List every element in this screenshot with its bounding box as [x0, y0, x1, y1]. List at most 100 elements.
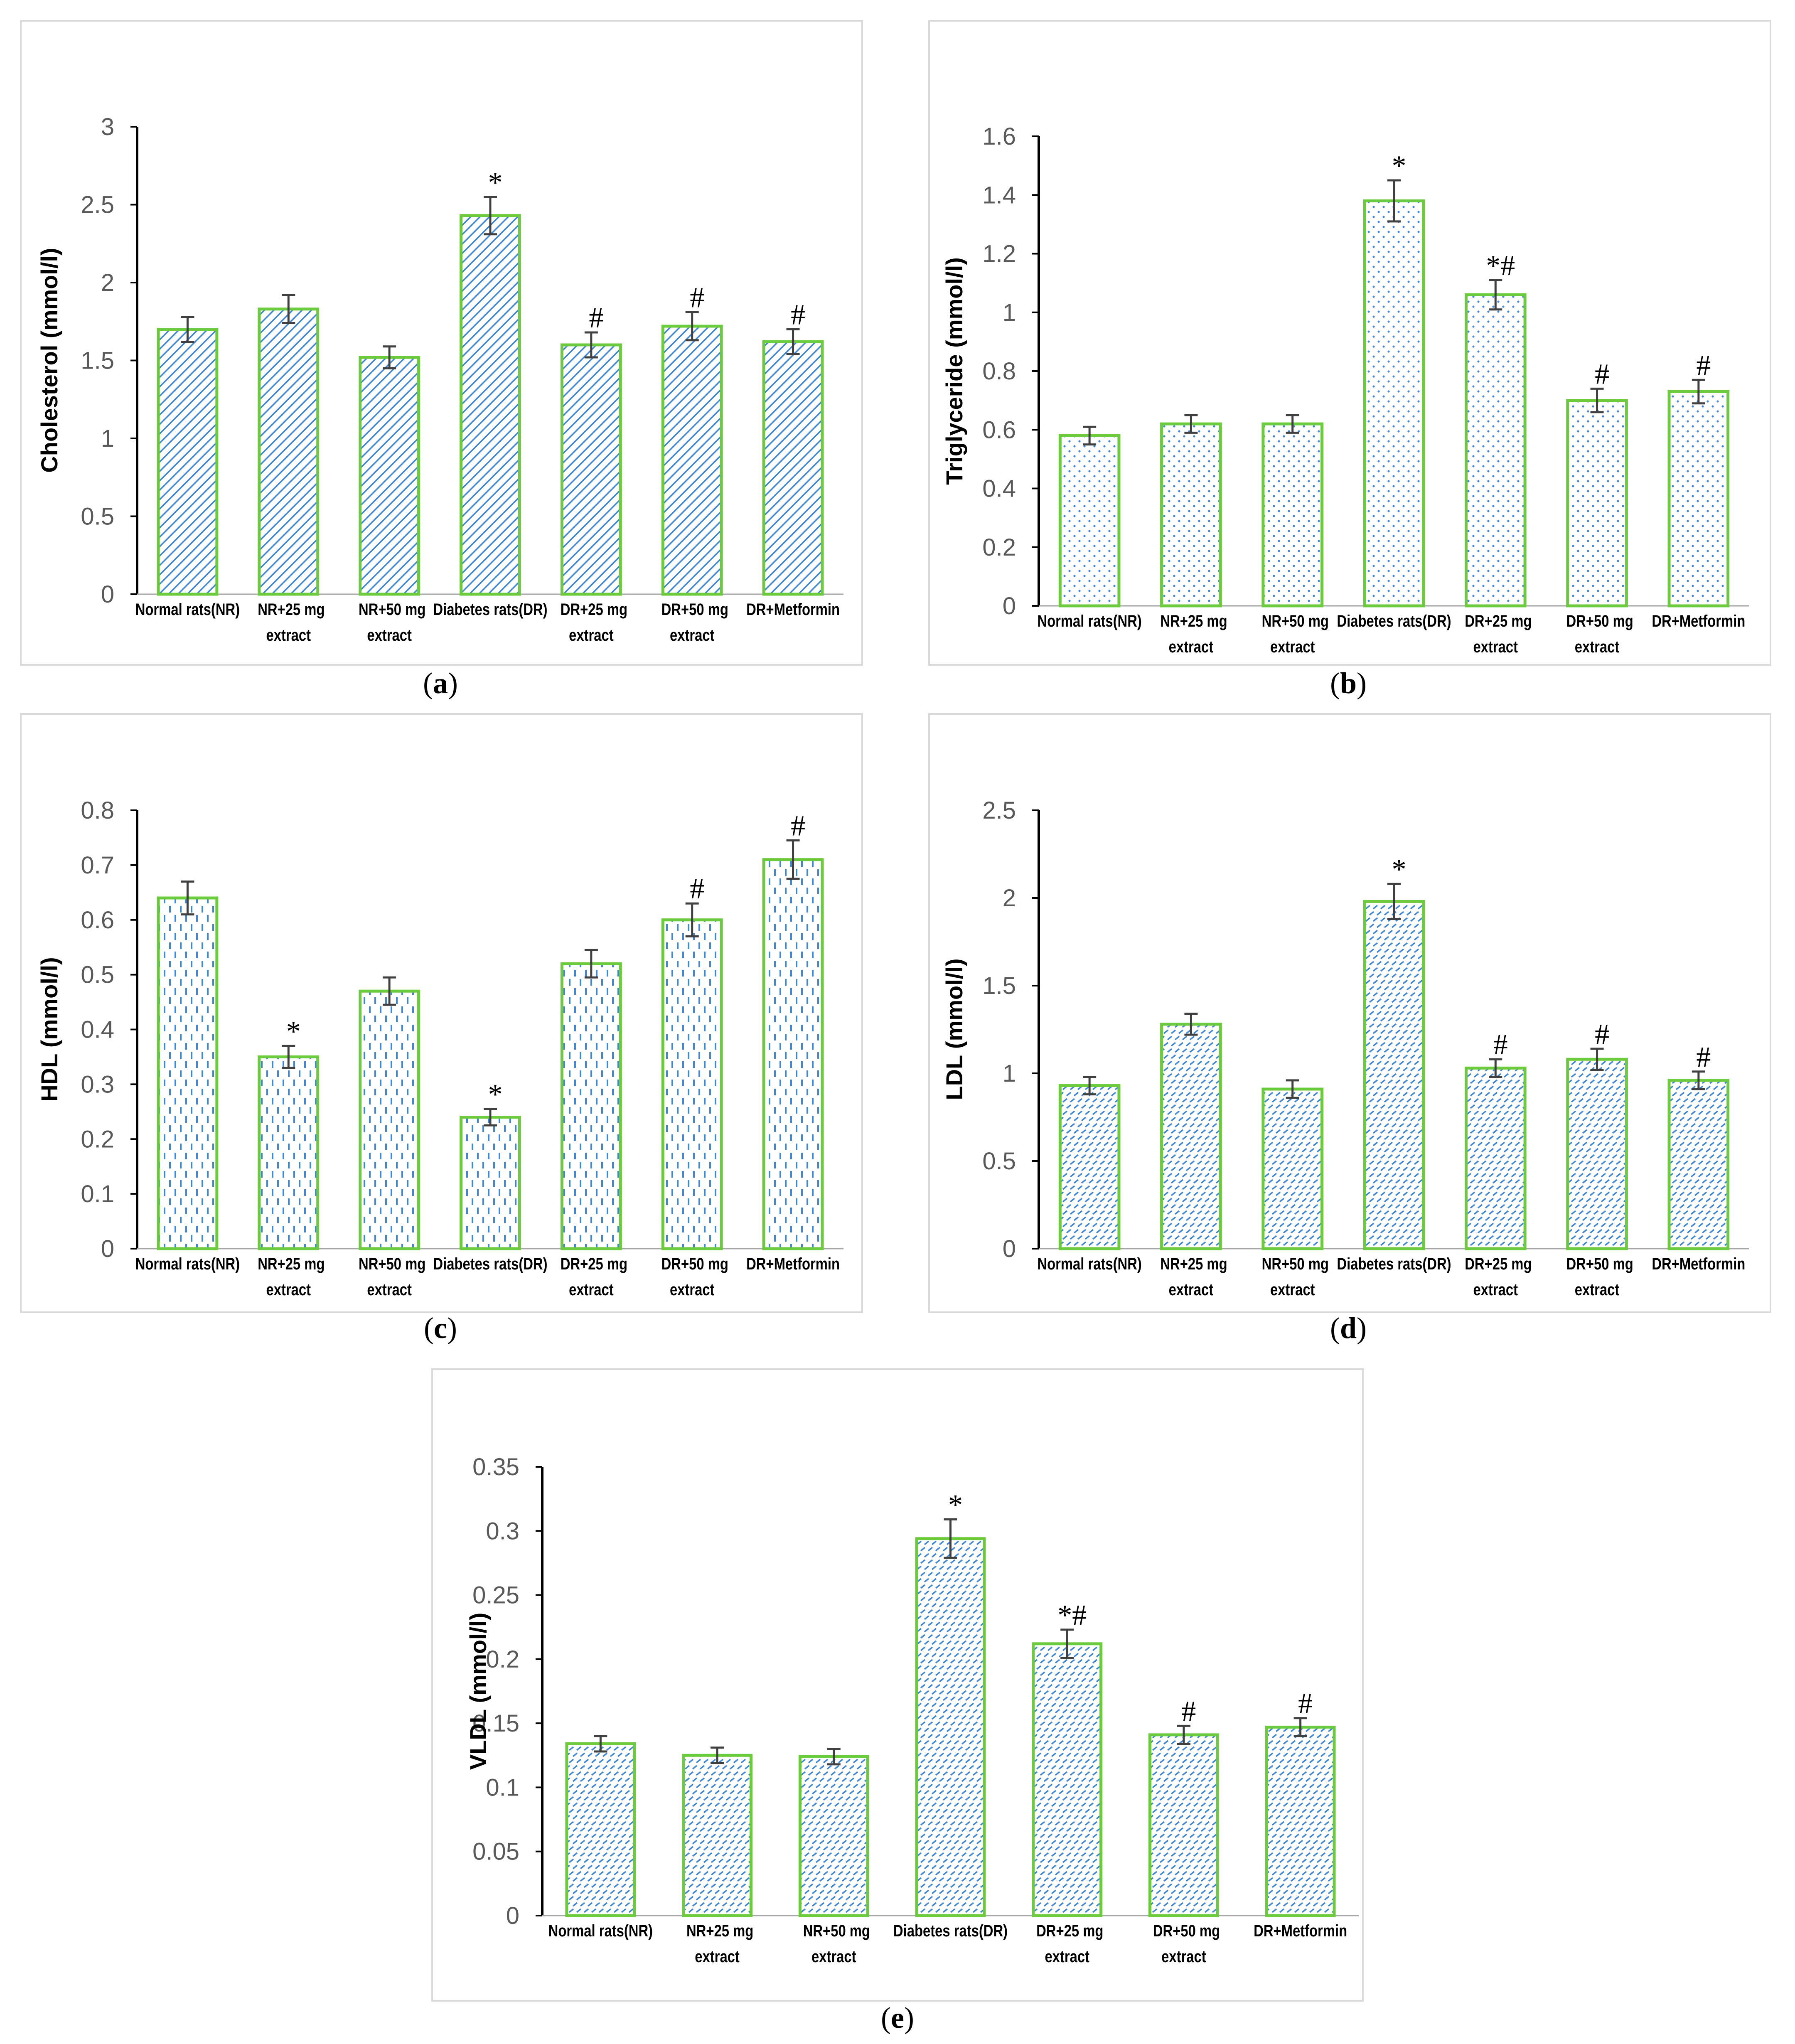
- bar: [460, 1116, 521, 1250]
- x-tick-label: DR+25 mg: [1465, 612, 1532, 630]
- significance-marker: #: [1181, 1695, 1196, 1727]
- y-tick-label: 0.2: [486, 1646, 519, 1673]
- bar: [258, 1055, 320, 1250]
- bar: [1464, 1066, 1527, 1250]
- x-tick-label: NR+25 mg: [258, 1254, 325, 1273]
- x-tick-label: NR+50 mg: [1262, 612, 1329, 630]
- x-tick-label: extract: [695, 1947, 740, 1966]
- x-tick-label: extract: [367, 626, 412, 644]
- bar: [1667, 1079, 1730, 1250]
- bar: [915, 1537, 986, 1917]
- chart-frame: [20, 713, 863, 1313]
- bar: [157, 896, 219, 1250]
- y-tick-label: 0.6: [81, 907, 114, 934]
- bar: [1464, 293, 1527, 608]
- bar: [1058, 1084, 1121, 1250]
- x-tick-label: extract: [266, 626, 311, 644]
- x-tick-label: Diabetes rats(DR): [433, 600, 547, 619]
- x-tick-label: DR+25 mg: [561, 600, 627, 619]
- x-tick-label: extract: [569, 626, 614, 644]
- x-tick-label: DR+50 mg: [661, 600, 728, 619]
- x-tick-label: DR+25 mg: [1465, 1254, 1532, 1273]
- significance-marker: *: [488, 1079, 503, 1111]
- x-tick-label: DR+50 mg: [661, 1254, 728, 1273]
- x-tick-label: extract: [670, 1280, 715, 1299]
- chart-panel: 0 0.1 0.2 0.3 0.4 0.5 0.6 0.7 0.8 HDL (mmol/l) Nor…: [20, 713, 863, 1345]
- x-tick-label: NR+25 mg: [1160, 612, 1227, 630]
- bar: [1148, 1733, 1219, 1917]
- bar: [1160, 422, 1222, 608]
- panel-label: (b): [1330, 667, 1367, 700]
- x-tick-label: extract: [569, 1280, 614, 1299]
- significance-marker: #: [1696, 1041, 1711, 1073]
- bar: [1160, 1023, 1222, 1250]
- x-tick-label: extract: [1575, 1280, 1620, 1299]
- y-tick-label: 0.5: [81, 962, 114, 989]
- bar: [560, 343, 622, 596]
- x-tick-label: extract: [811, 1947, 856, 1966]
- x-tick-label: Diabetes rats(DR): [1337, 1254, 1451, 1273]
- panel-label: (d): [1330, 1311, 1367, 1345]
- x-tick-label: DR+Metformin: [1254, 1921, 1347, 1940]
- panel-label: (e): [881, 2001, 914, 2034]
- x-tick-label: DR+50 mg: [1566, 1254, 1633, 1273]
- y-tick-label: 0: [1003, 1235, 1016, 1262]
- x-tick-label: DR+25 mg: [561, 1254, 627, 1273]
- significance-marker: #: [690, 282, 704, 314]
- y-tick-label: 0.25: [472, 1582, 519, 1609]
- x-tick-label: extract: [266, 1280, 311, 1299]
- significance-marker: *: [286, 1016, 301, 1048]
- y-tick-label: 0.7: [81, 852, 114, 879]
- y-axis-title: VLDL (mmol/l): [465, 1613, 491, 1770]
- x-tick-label: extract: [367, 1280, 412, 1299]
- significance-marker: *#: [1057, 1599, 1087, 1631]
- significance-marker: #: [589, 302, 603, 334]
- bar: [798, 1755, 869, 1917]
- y-tick-label: 1.4: [982, 182, 1016, 209]
- y-axis-title: Cholesterol (mmol/l): [36, 248, 62, 472]
- x-tick-label: Normal rats(NR): [1037, 612, 1141, 630]
- x-tick-label: NR+25 mg: [1160, 1254, 1227, 1273]
- bar: [1363, 199, 1425, 608]
- y-tick-label: 3: [101, 113, 114, 140]
- x-tick-label: DR+Metformin: [746, 1254, 840, 1273]
- bar: [258, 307, 320, 596]
- significance-marker: #: [1595, 358, 1609, 390]
- y-tick-label: 0.35: [472, 1454, 519, 1481]
- x-tick-label: DR+Metformin: [1652, 1254, 1745, 1273]
- y-tick-label: 1: [1003, 1060, 1016, 1087]
- bar: [661, 325, 723, 596]
- x-tick-label: NR+25 mg: [686, 1921, 753, 1940]
- y-tick-label: 0.4: [982, 475, 1016, 502]
- significance-marker: *: [1392, 150, 1406, 182]
- y-tick-label: 0.2: [81, 1126, 114, 1153]
- bar: [1667, 390, 1730, 608]
- y-tick-label: 0: [101, 581, 114, 608]
- x-tick-label: DR+50 mg: [1566, 612, 1633, 630]
- y-tick-label: 2.5: [81, 192, 114, 219]
- y-tick-label: 0.8: [81, 797, 114, 824]
- panel-label: (c): [424, 1311, 457, 1345]
- bar: [682, 1754, 752, 1917]
- chart-panel: 0 0.5 1 1.5 2 2.5 3 Cholesterol (mmol/l) Normal …: [20, 20, 863, 700]
- y-tick-label: 1: [101, 425, 114, 452]
- y-tick-label: 0: [1003, 593, 1016, 620]
- y-tick-label: 2.5: [982, 797, 1016, 824]
- y-tick-label: 0.5: [982, 1148, 1016, 1175]
- y-tick-label: 0.1: [486, 1774, 519, 1801]
- y-tick-label: 0.1: [81, 1181, 114, 1208]
- x-tick-label: Normal rats(NR): [548, 1921, 653, 1940]
- x-tick-label: Diabetes rats(DR): [1337, 612, 1451, 630]
- bar: [661, 918, 723, 1250]
- significance-marker: #: [690, 873, 704, 905]
- y-tick-label: 2: [1003, 885, 1016, 912]
- y-tick-label: 1: [1003, 299, 1016, 326]
- significance-marker: *: [1392, 854, 1406, 885]
- x-tick-label: extract: [1270, 637, 1315, 656]
- y-tick-label: 0: [506, 1902, 519, 1929]
- bar: [762, 340, 824, 596]
- y-tick-label: 0.2: [982, 534, 1016, 561]
- x-tick-label: DR+Metformin: [746, 600, 840, 619]
- y-tick-label: 0.4: [81, 1016, 114, 1043]
